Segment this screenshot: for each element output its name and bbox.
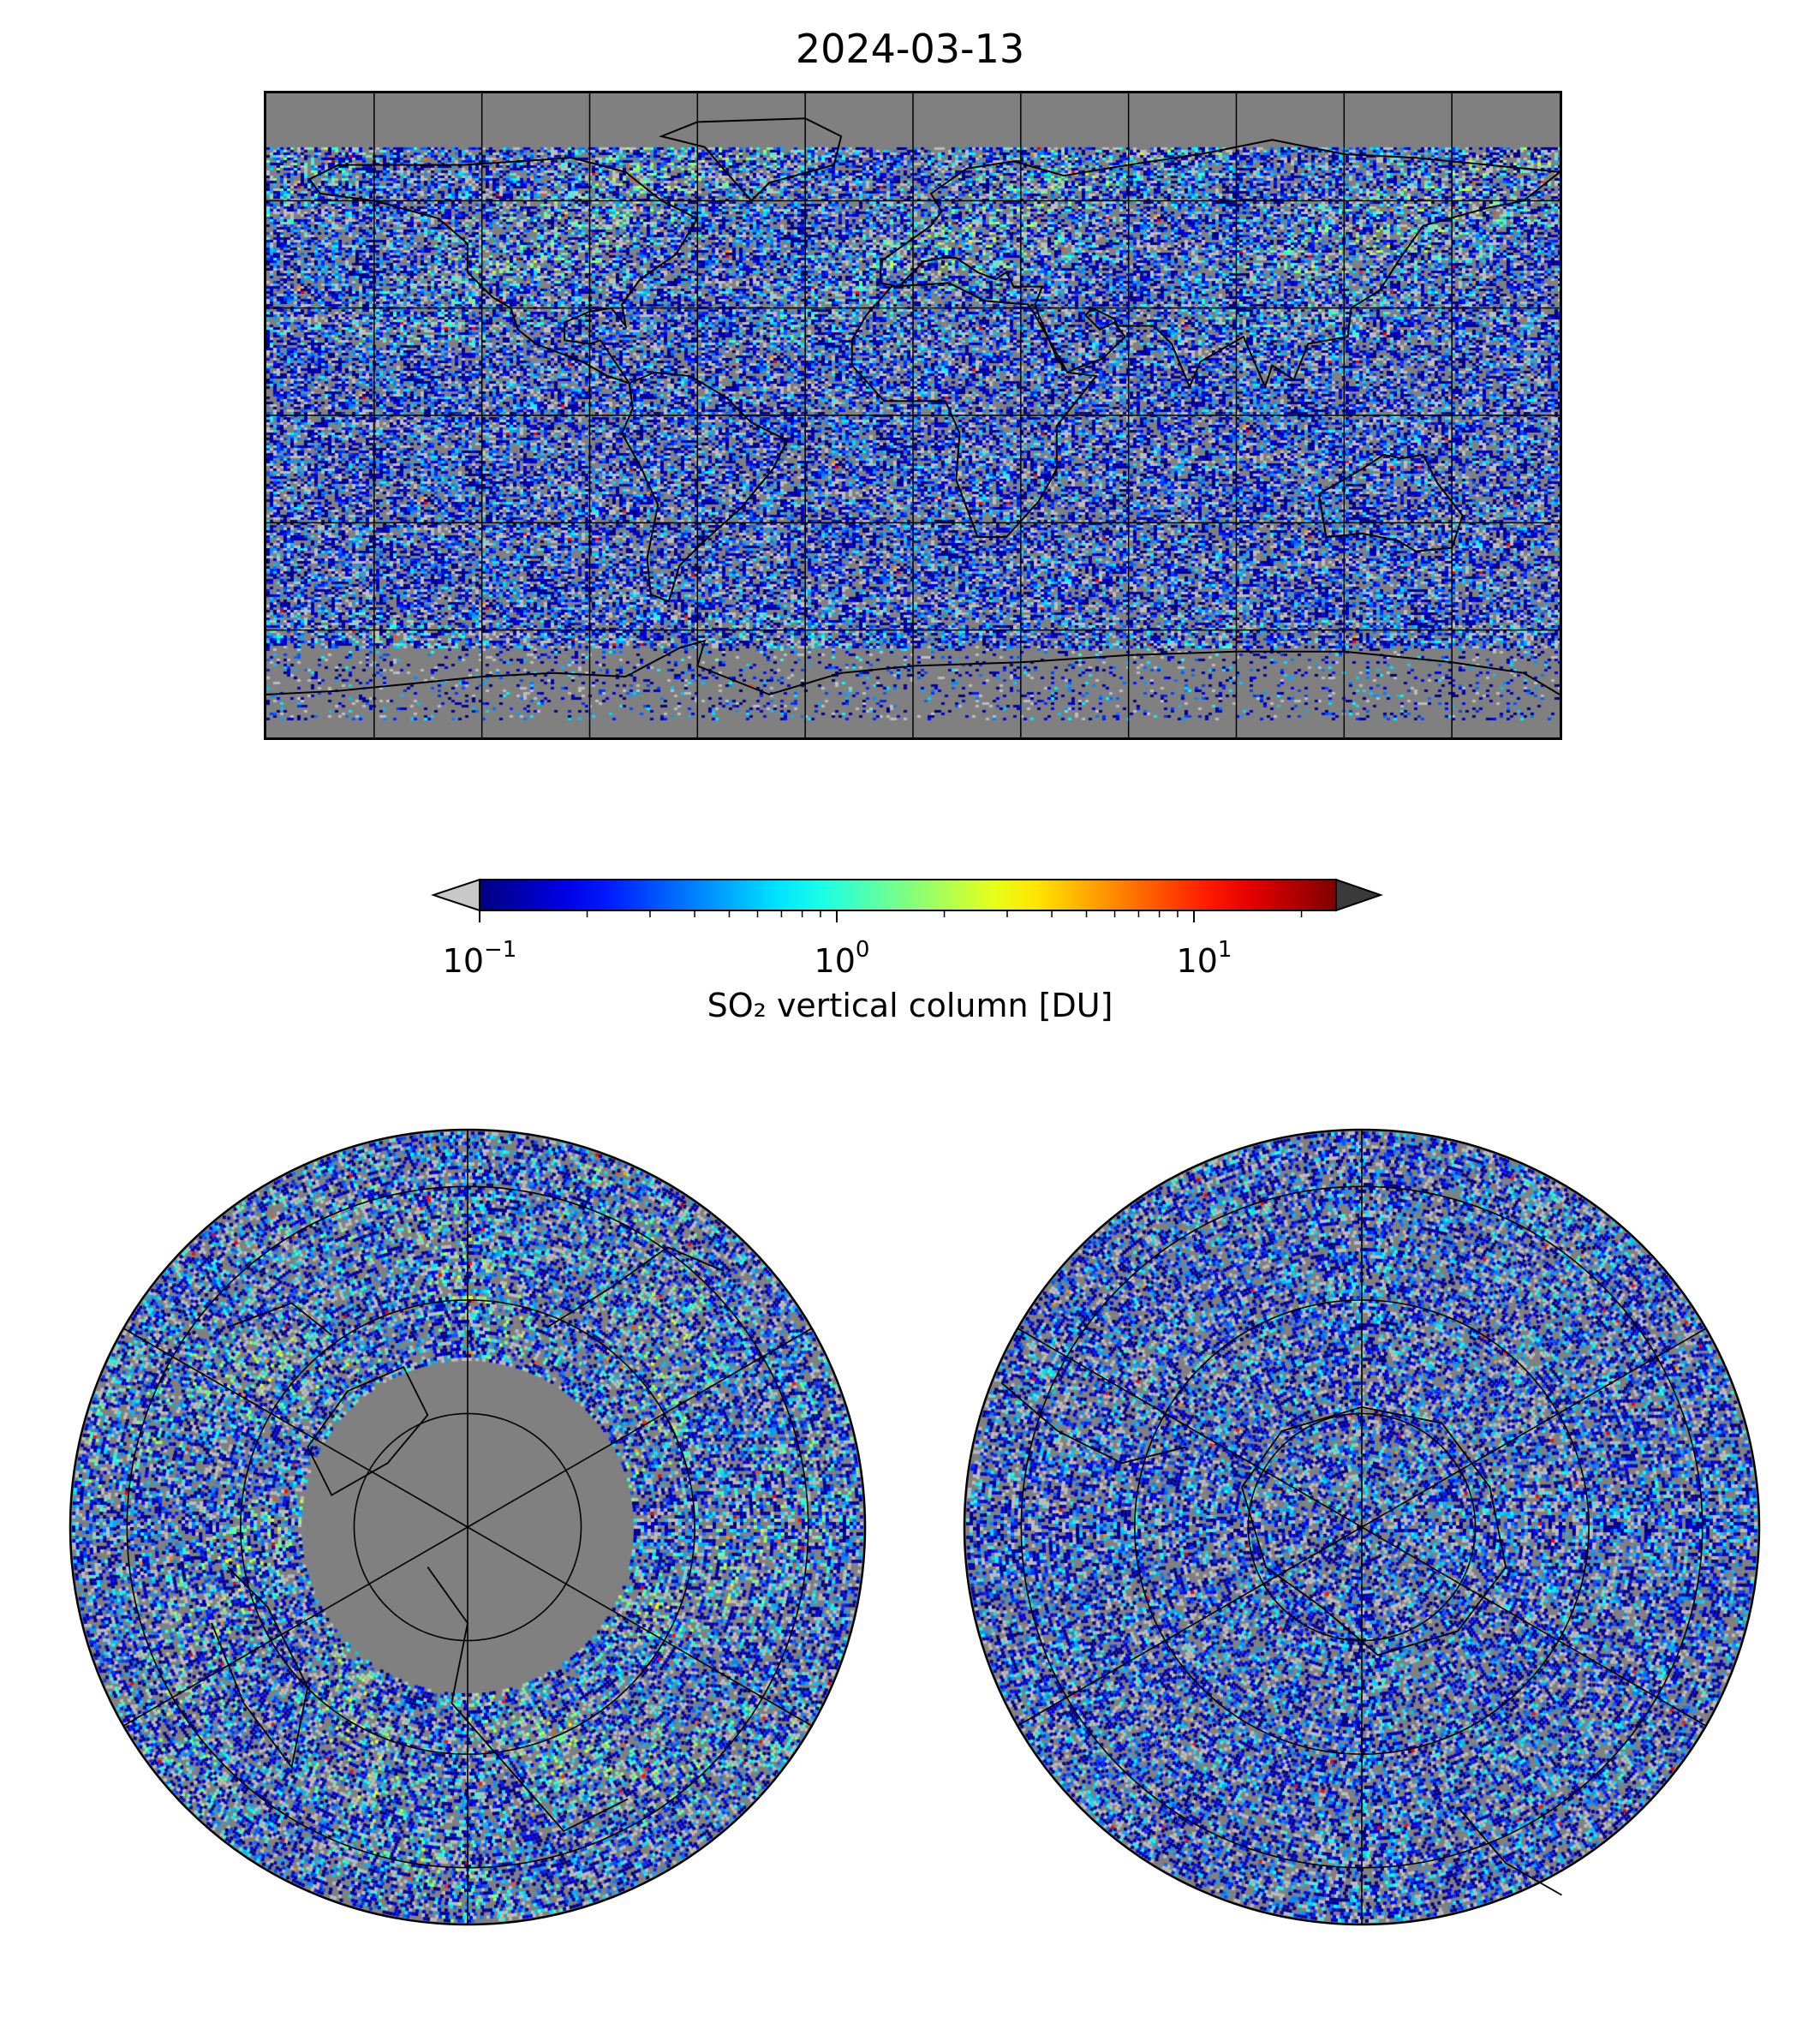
meridian-line xyxy=(122,1526,468,1727)
meridian-line xyxy=(467,1526,813,1727)
meridian-line xyxy=(1017,1526,1363,1727)
global-map xyxy=(264,91,1562,740)
meridian-line xyxy=(122,1328,468,1528)
coastline xyxy=(1241,1405,1507,1656)
coastline xyxy=(659,117,843,202)
meridian-line xyxy=(1361,1526,1707,1727)
colorbar-tick-2: 101 xyxy=(1176,937,1232,980)
meridian-line xyxy=(1361,1328,1707,1528)
colorbar xyxy=(431,878,1384,922)
colorbar-over-extension xyxy=(1335,878,1384,912)
colorbar-tick-0: 10−1 xyxy=(442,937,517,980)
meridian-line xyxy=(1017,1328,1363,1528)
colorbar-under-extension xyxy=(431,878,480,912)
north-polar-overlay xyxy=(69,1128,867,1926)
colorbar-label: SO₂ vertical column [DU] xyxy=(707,987,1113,1024)
coastline xyxy=(266,639,1560,695)
global-map-overlay xyxy=(266,93,1560,737)
figure-title: 2024-03-13 xyxy=(795,26,1025,72)
colorbar-gradient xyxy=(479,879,1337,911)
meridian-line xyxy=(467,1328,813,1528)
coastline xyxy=(621,371,789,603)
coastline xyxy=(308,157,699,385)
coastlines xyxy=(266,117,1560,695)
south-polar-overlay xyxy=(963,1128,1761,1926)
colorbar-tick-1: 100 xyxy=(814,937,870,980)
polar-coastlines xyxy=(1001,1382,1562,1896)
coastline xyxy=(1457,1806,1562,1896)
coastline xyxy=(1001,1382,1186,1465)
coastline xyxy=(227,1302,332,1336)
coastline xyxy=(850,282,1098,539)
coastline xyxy=(307,1366,429,1496)
coastline xyxy=(1317,453,1464,552)
polar-graticule xyxy=(963,1128,1761,1926)
coastline xyxy=(211,1566,309,1769)
graticule xyxy=(266,93,1560,737)
coastline xyxy=(880,139,1560,390)
polar-graticule xyxy=(69,1128,867,1926)
coastline xyxy=(546,1246,725,1328)
polar-coastlines xyxy=(211,1246,725,1833)
coastline xyxy=(427,1566,629,1833)
